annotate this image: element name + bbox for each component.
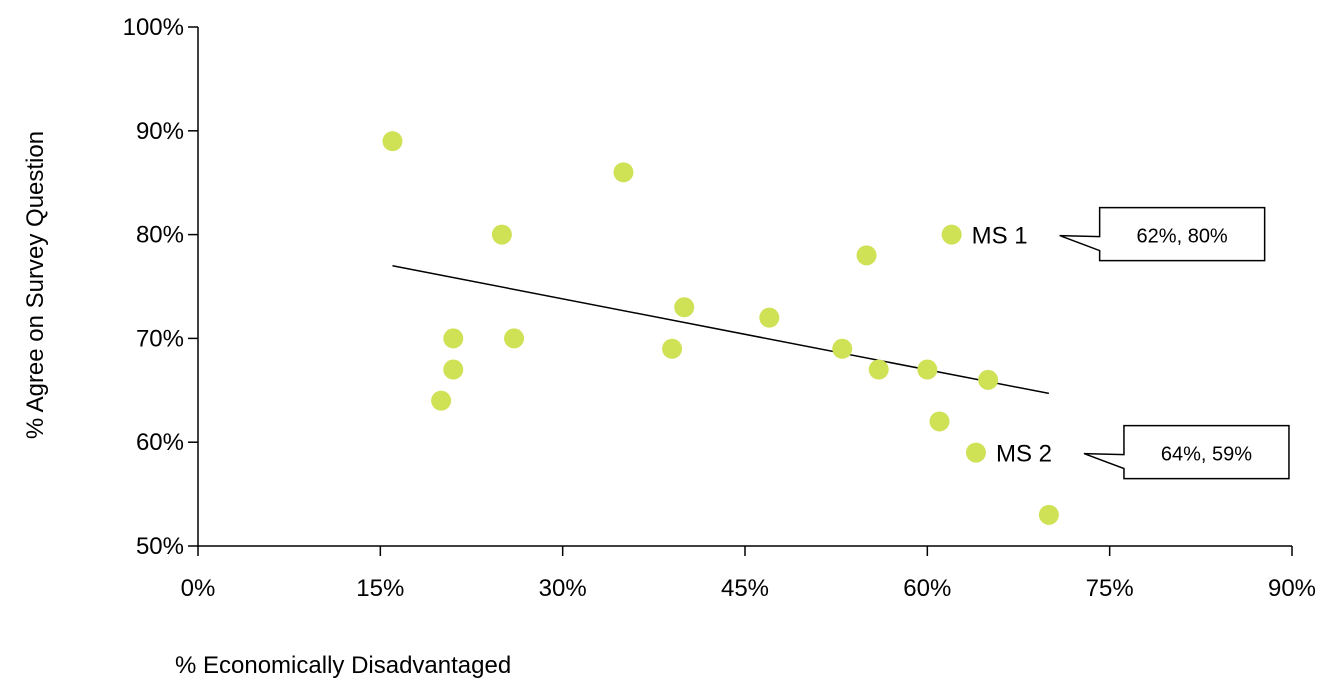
x-tick-label: 15% bbox=[356, 575, 404, 602]
data-point bbox=[917, 359, 938, 380]
data-point bbox=[759, 307, 780, 328]
x-axis-title: % Economically Disadvantaged bbox=[175, 652, 511, 679]
data-point bbox=[431, 390, 452, 411]
data-point bbox=[832, 338, 853, 359]
callout-box bbox=[1059, 206, 1266, 262]
y-ticks: 50% 60% 70% 80% 90% 100% bbox=[123, 14, 198, 560]
x-tick-label: 60% bbox=[903, 575, 951, 602]
data-point bbox=[491, 224, 512, 245]
data-points bbox=[382, 131, 1059, 525]
data-point bbox=[965, 442, 986, 463]
y-tick-label: 60% bbox=[136, 429, 184, 456]
data-point bbox=[504, 328, 525, 349]
y-axis-title: % Agree on Survey Question bbox=[22, 131, 49, 439]
trendline bbox=[392, 265, 1050, 395]
callout-text: 62%, 80% bbox=[1137, 226, 1228, 248]
x-tick-label: 75% bbox=[1086, 575, 1134, 602]
data-point bbox=[868, 359, 889, 380]
data-point bbox=[856, 245, 877, 266]
y-tick-label: 100% bbox=[123, 14, 184, 41]
data-point bbox=[929, 411, 950, 432]
point-label: MS 1 bbox=[972, 223, 1028, 250]
x-tick-label: 45% bbox=[721, 575, 769, 602]
y-tick-label: 80% bbox=[136, 222, 184, 249]
x-tick-label: 90% bbox=[1268, 575, 1316, 602]
x-tick-label: 30% bbox=[539, 575, 587, 602]
y-tick-label: 70% bbox=[136, 325, 184, 352]
data-point bbox=[1038, 504, 1059, 525]
callout-text: 64%, 59% bbox=[1161, 444, 1252, 466]
data-point bbox=[443, 359, 464, 380]
data-point bbox=[613, 162, 634, 183]
data-point bbox=[443, 328, 464, 349]
data-point bbox=[674, 297, 695, 318]
y-tick-label: 50% bbox=[136, 533, 184, 560]
callouts: MS 1 62%, 80% MS 2 64%, 59% bbox=[972, 206, 1290, 480]
y-tick-label: 90% bbox=[136, 118, 184, 145]
point-label: MS 2 bbox=[996, 441, 1052, 468]
data-point bbox=[382, 131, 403, 152]
data-point bbox=[941, 224, 962, 245]
data-point bbox=[978, 369, 999, 390]
x-tick-label: 0% bbox=[181, 575, 216, 602]
callout-box bbox=[1083, 424, 1290, 480]
data-point bbox=[662, 338, 683, 359]
x-ticks: 0% 15% 30% 45% 60% 75% 90% bbox=[181, 546, 1316, 602]
